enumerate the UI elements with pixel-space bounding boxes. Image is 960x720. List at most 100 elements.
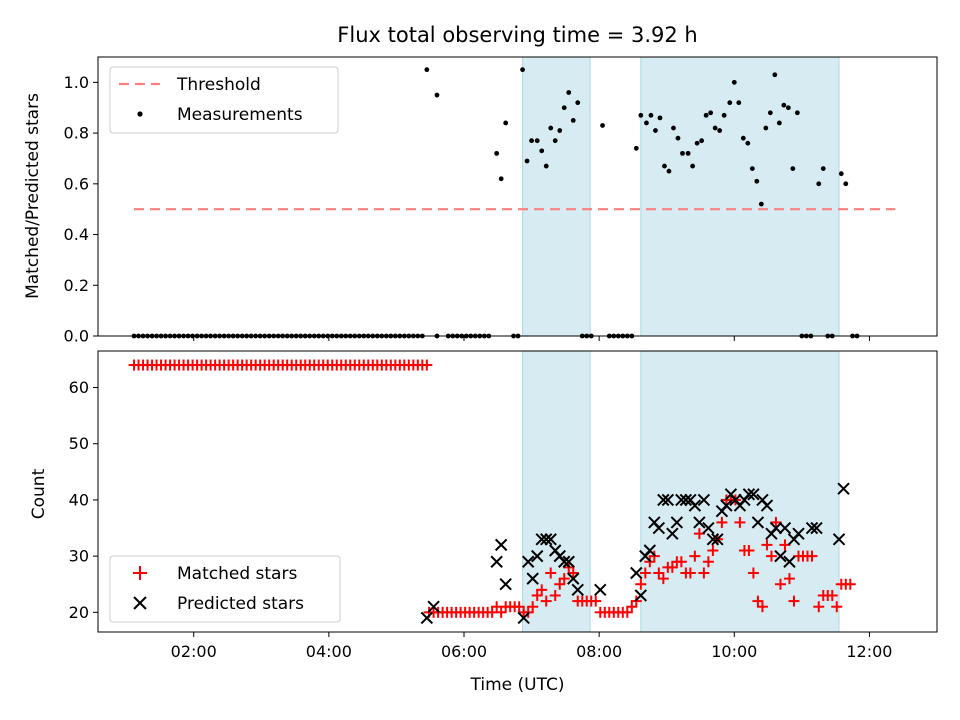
- y-tick-label: 0.4: [64, 225, 89, 244]
- matched-star-marker: [684, 567, 696, 579]
- x-tick-label: 02:00: [171, 642, 217, 661]
- measurement-point: [520, 67, 525, 73]
- predicted-star-marker: [666, 527, 679, 540]
- matched-star-marker: [554, 578, 566, 590]
- matched-star-marker: [702, 556, 714, 568]
- measurement-point: [758, 201, 764, 207]
- measurement-point: [666, 168, 672, 174]
- matched-stars-points: [128, 359, 856, 618]
- predicted-star-marker: [571, 583, 584, 597]
- top-shaded-intervals: [522, 56, 840, 337]
- matched-star-marker: [621, 606, 633, 618]
- predicted-star-marker: [630, 566, 643, 580]
- chart-title: Flux total observing time = 3.92 h: [337, 23, 697, 47]
- matched-star-marker: [495, 606, 507, 618]
- predicted-star-marker: [792, 527, 805, 540]
- measurements-legend-label: Measurements: [177, 105, 303, 125]
- predicted-star-marker: [805, 521, 819, 535]
- matched-star-marker: [558, 573, 570, 585]
- predicted-star-marker: [769, 521, 783, 535]
- measurement-point: [721, 112, 727, 118]
- bottom-x-axis-label: Time (UTC): [470, 675, 565, 695]
- measurement-point: [690, 163, 696, 169]
- bottom-shaded-intervals: [522, 350, 840, 633]
- matched-star-marker: [590, 595, 602, 607]
- predicted-star-marker: [697, 493, 711, 507]
- measurement-point: [494, 150, 500, 156]
- bottom-x-axis: 02:00 04:00 06:00 08:00 10:00 12:00: [171, 632, 892, 661]
- measurement-point: [694, 140, 700, 146]
- bottom-axes-frame: [97, 350, 938, 633]
- matched-star-marker: [743, 545, 755, 557]
- top-x-axis: [193, 336, 870, 341]
- matched-star-marker: [783, 573, 795, 585]
- predicted-star-marker: [720, 499, 733, 512]
- predicted-star-marker: [810, 521, 823, 535]
- matched-star-marker: [716, 516, 728, 528]
- measurement-point: [717, 128, 723, 133]
- measurement-point: [575, 100, 581, 106]
- top-y-axis: 0.0 0.2 0.4 0.6 0.8 1.0: [64, 73, 98, 346]
- y-tick-label: 40: [69, 490, 89, 509]
- predicted-star-marker: [526, 572, 539, 585]
- matched-star-marker: [567, 567, 579, 579]
- matched-star-marker: [765, 550, 777, 562]
- measurement-point: [561, 105, 567, 111]
- predicted-star-marker: [702, 521, 715, 535]
- measurement-point: [816, 181, 822, 187]
- measurement-point: [539, 148, 545, 154]
- predicted-star-marker: [544, 533, 557, 546]
- matched-star-marker: [653, 567, 665, 579]
- top-axes-frame: [97, 56, 938, 337]
- bottom-legend-box: [109, 555, 341, 623]
- measurement-point: [763, 125, 769, 131]
- predicted-star-marker: [670, 516, 684, 529]
- measurement-point: [731, 79, 737, 85]
- predicted-star-marker: [643, 544, 657, 557]
- matched-star-marker: [774, 578, 786, 590]
- measurement-point: [638, 112, 644, 118]
- predicted-star-marker: [742, 488, 756, 501]
- measurement-point: [843, 181, 849, 187]
- predicted-star-marker: [711, 533, 724, 546]
- measurement-point: [424, 67, 430, 73]
- predicted-star-marker: [521, 555, 535, 568]
- predicted-star-marker: [747, 488, 760, 501]
- predicted-star-marker: [420, 611, 434, 625]
- measurement-point: [754, 178, 760, 184]
- predicted-star-marker: [634, 589, 648, 602]
- threshold-legend-label: Threshold: [176, 75, 261, 95]
- measurement-point: [680, 150, 685, 156]
- measurement-point: [503, 120, 509, 126]
- x-tick-label: 08:00: [576, 642, 622, 661]
- predicted-legend-swatch: [133, 596, 147, 610]
- measurement-point: [570, 118, 576, 123]
- y-tick-label: 0.6: [64, 174, 89, 193]
- matched-star-marker: [689, 550, 701, 562]
- measurement-point: [794, 110, 800, 116]
- matched-star-marker: [531, 589, 543, 601]
- matched-star-marker: [549, 589, 561, 601]
- y-tick-label: 0.8: [64, 124, 89, 143]
- predicted-star-marker: [751, 516, 765, 529]
- measurement-point: [662, 163, 667, 169]
- matched-star-marker: [666, 561, 678, 573]
- matched-star-marker: [626, 601, 638, 613]
- matched-star-marker: [806, 550, 818, 562]
- measurement-point: [543, 163, 549, 169]
- matched-star-marker: [527, 601, 539, 613]
- predicted-star-marker: [706, 533, 720, 546]
- predicted-legend-label: Predicted stars: [177, 594, 304, 614]
- matched-star-marker: [844, 578, 856, 590]
- measurement-point: [790, 166, 796, 172]
- predicted-star-marker: [760, 499, 774, 512]
- measurement-point: [557, 128, 563, 133]
- count-panel: 20 30 40 50 60 02:00 04:00 06:00 08:00 10:00 12:0…: [29, 350, 938, 695]
- measurement-point: [727, 100, 733, 106]
- matched-star-marker: [747, 567, 759, 579]
- y-tick-label: 60: [69, 378, 89, 397]
- measurement-point: [838, 171, 844, 177]
- x-tick-label: 06:00: [441, 642, 487, 661]
- measurement-point: [633, 145, 639, 151]
- measurement-point: [498, 176, 504, 182]
